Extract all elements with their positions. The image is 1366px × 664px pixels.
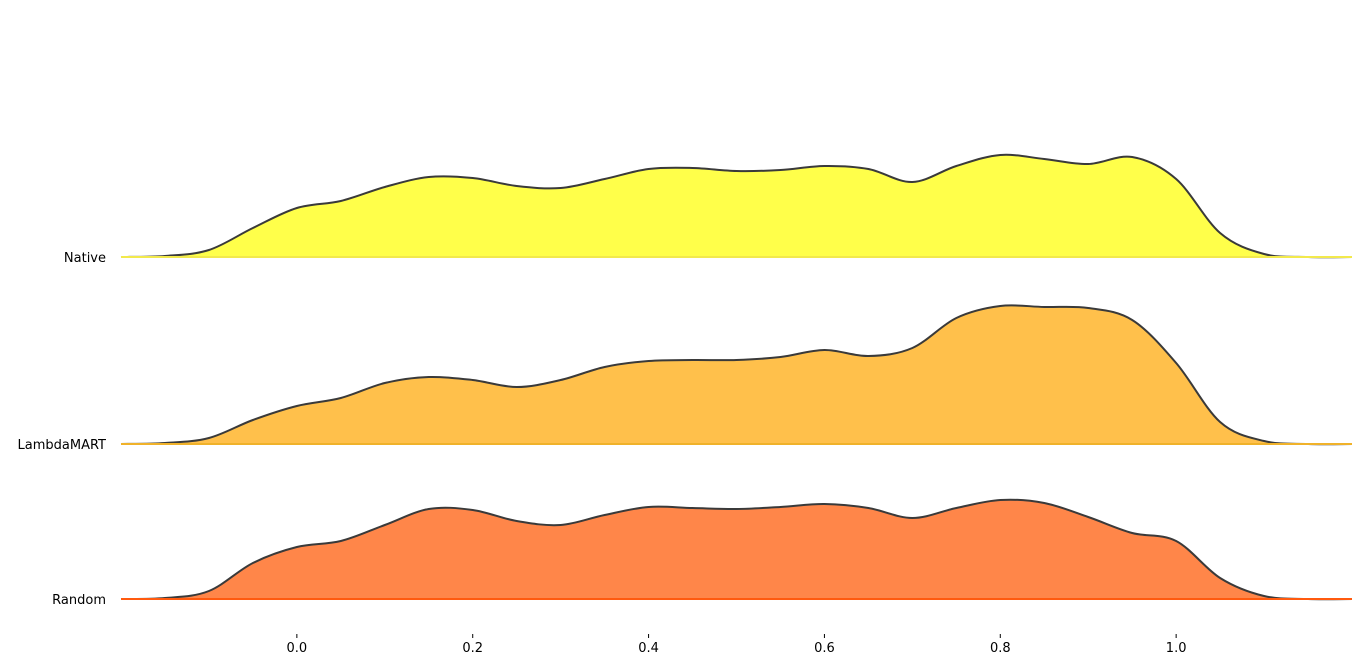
ridge-line-native xyxy=(120,153,1353,259)
x-tick-label: 0.2 xyxy=(462,641,483,656)
x-tick-label: 0.6 xyxy=(814,641,835,656)
x-tick-label: 0.0 xyxy=(287,641,308,656)
x-tick-label: 0.8 xyxy=(990,641,1011,656)
row-label-native: Native xyxy=(64,251,106,266)
x-tick-label: 0.4 xyxy=(638,641,659,656)
ridge-line-random xyxy=(120,498,1353,601)
row-labels-layer: Native LambdaMART Random xyxy=(18,251,107,608)
x-axis: 0.0 0.2 0.4 0.6 0.8 1.0 xyxy=(287,634,1187,656)
ridge-lambdamart xyxy=(120,304,1353,446)
ridge-area-random xyxy=(121,499,1352,600)
ridge-line-lambdamart xyxy=(120,304,1353,446)
ridge-random xyxy=(120,498,1353,601)
row-label-random: Random xyxy=(52,593,106,608)
ridges-layer xyxy=(120,153,1353,601)
ridge-area-lambdamart xyxy=(121,305,1352,445)
ridge-native xyxy=(120,153,1353,259)
x-tick-label: 1.0 xyxy=(1166,641,1187,656)
row-label-lambdamart: LambdaMART xyxy=(18,438,107,453)
ridge-area-native xyxy=(121,154,1352,258)
